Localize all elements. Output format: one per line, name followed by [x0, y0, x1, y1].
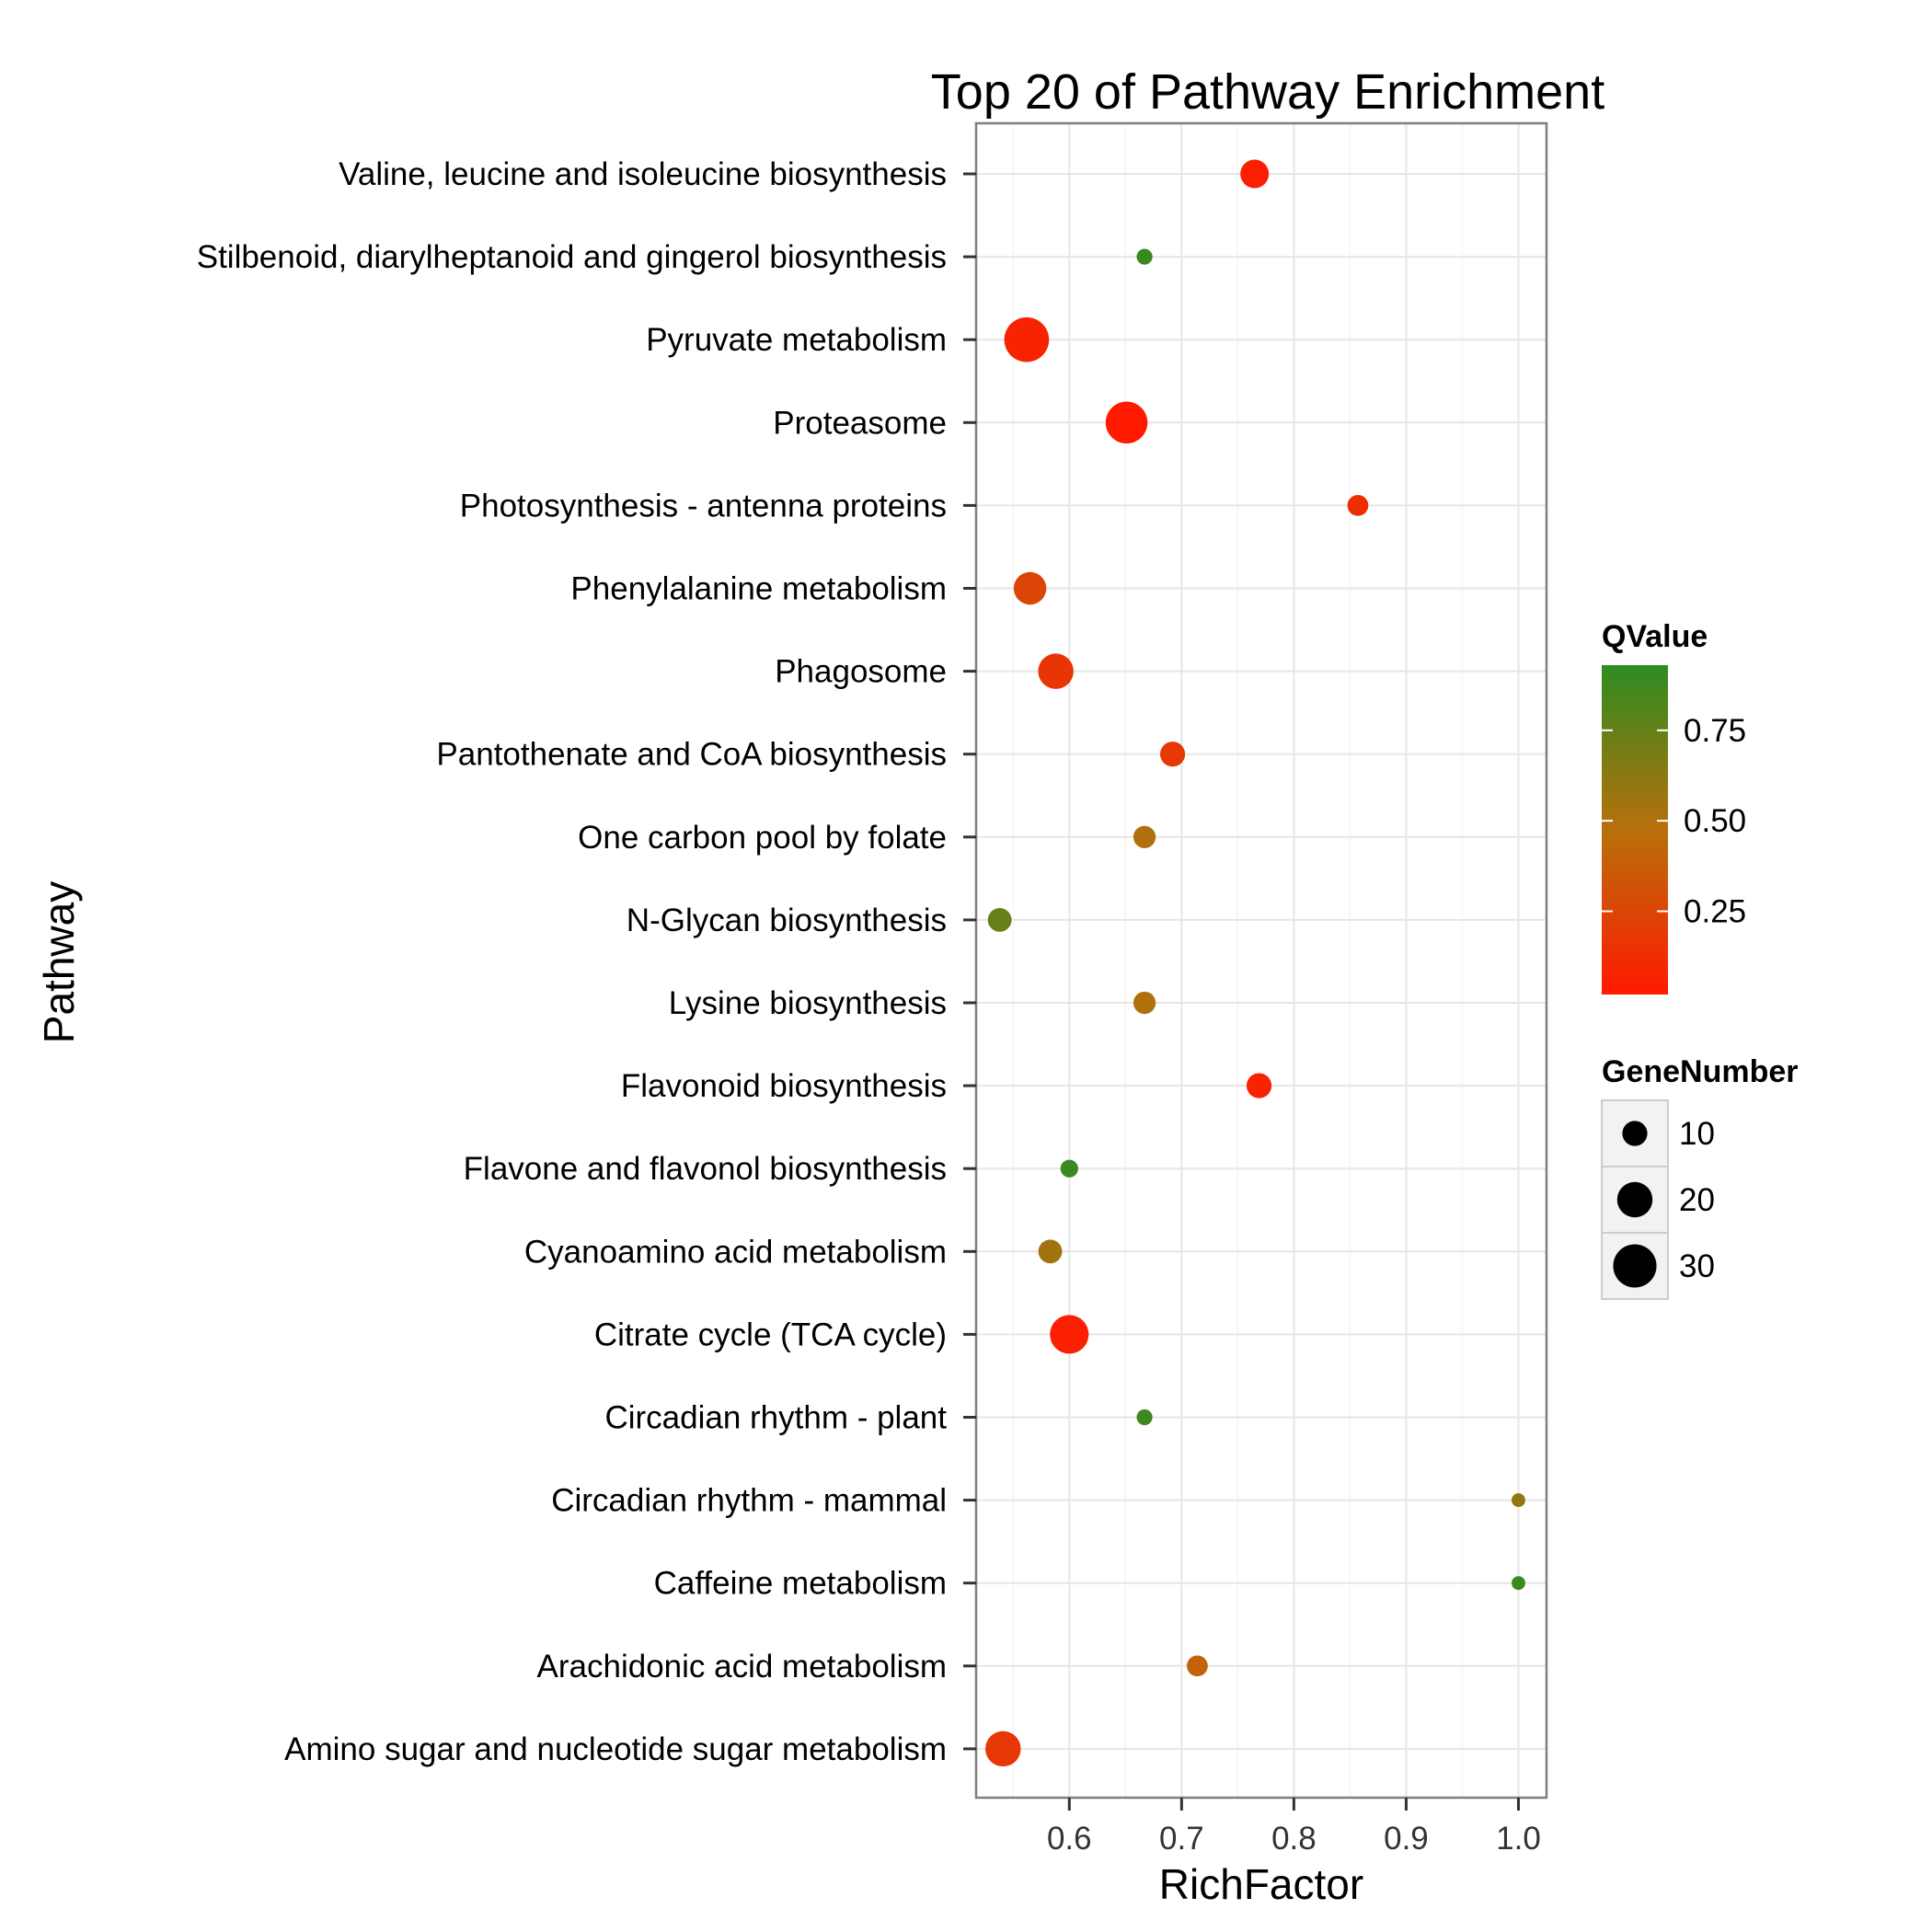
- y-axis-title: Pathway: [35, 881, 83, 1043]
- genenumber-key-point: [1613, 1244, 1657, 1288]
- data-point: [1133, 991, 1156, 1015]
- qvalue-legend-ticks: 0.25 0.50 0.75: [1602, 713, 1746, 930]
- qvalue-legend-title: QValue: [1602, 619, 1708, 654]
- data-point: [1004, 316, 1050, 362]
- x-tick-label: 0.8: [1271, 1821, 1317, 1857]
- y-tick-label: Circadian rhythm - plant: [604, 1400, 947, 1436]
- data-point: [1512, 1493, 1525, 1508]
- y-tick-label: Valine, leucine and isoleucine biosynthe…: [339, 156, 947, 192]
- qvalue-tick-label: 0.75: [1684, 713, 1746, 749]
- data-point: [1512, 1576, 1525, 1591]
- x-tick-label: 0.9: [1384, 1821, 1429, 1857]
- qvalue-tick-label: 0.50: [1684, 803, 1746, 839]
- y-tick-label: Phenylalanine metabolism: [570, 571, 947, 607]
- data-point: [987, 908, 1012, 932]
- data-point: [1038, 653, 1074, 689]
- genenumber-legend: GeneNumber 10 20 30: [1601, 1054, 1799, 1300]
- qvalue-tick-label: 0.25: [1684, 894, 1746, 930]
- data-point: [1159, 742, 1186, 767]
- data-points: [985, 159, 1525, 1767]
- data-point: [1038, 1239, 1063, 1264]
- data-point: [985, 1731, 1021, 1767]
- data-point: [1136, 1409, 1153, 1426]
- y-tick-label: Amino sugar and nucleotide sugar metabol…: [284, 1731, 947, 1767]
- genenumber-legend-keys: 10 20 30: [1601, 1099, 1715, 1300]
- qvalue-legend: QValue 0.25 0.50 0.75: [1602, 619, 1746, 995]
- y-tick-label: Proteasome: [773, 405, 947, 441]
- y-tick-label: Photosynthesis - antenna proteins: [460, 488, 947, 523]
- x-axis-title: RichFactor: [1159, 1860, 1363, 1908]
- data-point: [1050, 1315, 1089, 1354]
- data-point: [1133, 825, 1156, 848]
- y-tick-label: One carbon pool by folate: [578, 820, 947, 856]
- y-tick-label: Cyanoamino acid metabolism: [524, 1234, 947, 1270]
- y-tick-label: Citrate cycle (TCA cycle): [594, 1317, 947, 1352]
- genenumber-key-label: 10: [1679, 1116, 1715, 1152]
- y-tick-label: Pyruvate metabolism: [646, 322, 947, 358]
- y-tick-label: Stilbenoid, diarylheptanoid and gingerol…: [197, 239, 947, 275]
- y-tick-label: Phagosome: [775, 654, 947, 690]
- data-point: [1240, 159, 1270, 189]
- y-tick-label: Lysine biosynthesis: [669, 985, 947, 1021]
- y-tick-label: Caffeine metabolism: [654, 1566, 947, 1602]
- grid-major: [976, 123, 1547, 1798]
- genenumber-legend-title: GeneNumber: [1602, 1054, 1799, 1089]
- x-tick-label: 1.0: [1496, 1821, 1541, 1857]
- y-tick-label: Flavonoid biosynthesis: [621, 1068, 947, 1104]
- data-point: [1347, 495, 1369, 516]
- x-tick-label: 0.7: [1159, 1821, 1204, 1857]
- y-tick-label: Circadian rhythm - mammal: [551, 1483, 947, 1519]
- x-axis: 0.6 0.7 0.8 0.9 1.0: [1047, 1798, 1541, 1857]
- genenumber-key-point: [1622, 1121, 1648, 1146]
- genenumber-key-label: 30: [1679, 1248, 1715, 1284]
- data-point: [1013, 571, 1047, 605]
- y-tick-label: Pantothenate and CoA biosynthesis: [436, 737, 947, 773]
- genenumber-key-label: 20: [1679, 1182, 1715, 1218]
- chart-title: Top 20 of Pathway Enrichment: [931, 64, 1604, 120]
- data-point: [1060, 1159, 1078, 1178]
- data-point: [1136, 248, 1153, 265]
- plot-panel-background: [976, 123, 1547, 1798]
- y-tick-label: Flavone and flavonol biosynthesis: [464, 1151, 947, 1187]
- x-tick-label: 0.6: [1047, 1821, 1092, 1857]
- y-tick-label: Arachidonic acid metabolism: [537, 1649, 947, 1685]
- genenumber-key-point: [1616, 1181, 1653, 1218]
- data-point: [1246, 1073, 1272, 1098]
- y-axis: Valine, leucine and isoleucine biosynthe…: [197, 156, 976, 1767]
- plot-panel: [974, 121, 1548, 1800]
- data-point: [1105, 401, 1148, 444]
- data-point: [1187, 1655, 1208, 1677]
- qvalue-color-bar: [1602, 665, 1668, 995]
- y-tick-label: N-Glycan biosynthesis: [627, 903, 947, 938]
- plot-panel-border: [974, 121, 1548, 1800]
